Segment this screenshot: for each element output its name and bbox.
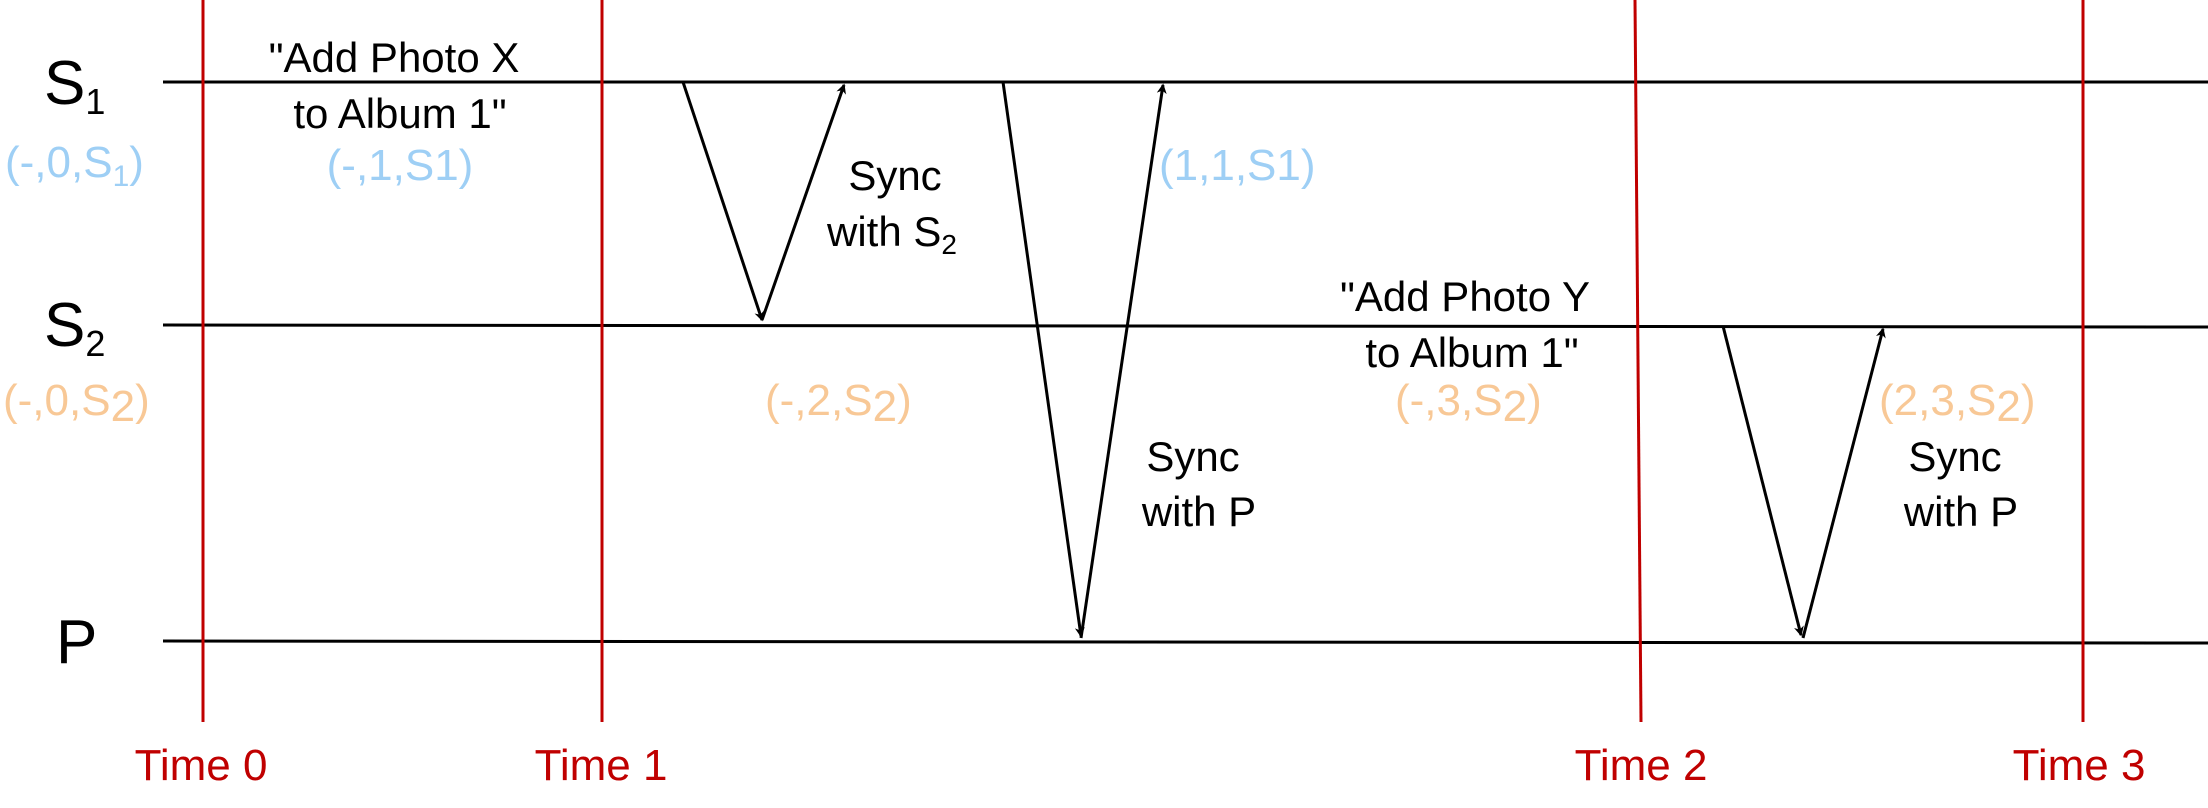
- version-s1-after-p: (1,1,S1): [1159, 141, 1316, 190]
- time-label-3: Time 3: [2013, 741, 2146, 790]
- event-add-photo-y-line1: "Add Photo Y: [1340, 273, 1590, 320]
- sync-arrow-s1-to-p: [1003, 82, 1081, 636]
- initial-version-s2: (-,0,S2): [3, 376, 150, 431]
- version-s1-after-x: (-,1,S1): [327, 141, 474, 190]
- time-label-1: Time 1: [535, 741, 668, 790]
- process-label-p: P: [56, 608, 97, 677]
- version-s2-after-sync: (-,2,S2): [765, 376, 912, 431]
- sync-s1-p-label-line1: Sync: [1146, 433, 1239, 480]
- time-label-2: Time 2: [1575, 741, 1708, 790]
- sync-s2-p-label-line1: Sync: [1908, 433, 2001, 480]
- sync-arrow-p-to-s1: [1081, 85, 1163, 638]
- s2-timeline: [163, 325, 2208, 327]
- time-2-line: [1635, 0, 1641, 722]
- sync-arrow-s2-to-s1: [762, 85, 844, 320]
- version-s2-after-y: (-,3,S2): [1395, 376, 1542, 431]
- sync-arrow-s2-to-p: [1723, 326, 1801, 635]
- sync-arrow-s1-to-s2: [683, 82, 762, 320]
- sync-s1-p-label-line2: with P: [1141, 488, 1256, 535]
- initial-version-s1: (-,0,S1): [5, 138, 144, 193]
- version-s2-final: (2,3,S2): [1879, 376, 2036, 431]
- time-label-0: Time 0: [135, 741, 268, 790]
- event-add-photo-x-line2: to Album 1": [293, 90, 506, 137]
- process-label-s2: S2: [44, 291, 105, 364]
- sync-s2-p-label-line2: with P: [1903, 488, 2018, 535]
- p-timeline: [163, 641, 2208, 643]
- sync-arrow-p-to-s2: [1803, 329, 1883, 638]
- sync-s1-s2-label-line2: with S2: [826, 208, 957, 260]
- event-add-photo-y-line2: to Album 1": [1365, 329, 1578, 376]
- sync-s1-s2-label-line1: Sync: [848, 152, 941, 199]
- event-add-photo-x-line1: "Add Photo X: [269, 34, 520, 81]
- process-label-s1: S1: [44, 49, 105, 122]
